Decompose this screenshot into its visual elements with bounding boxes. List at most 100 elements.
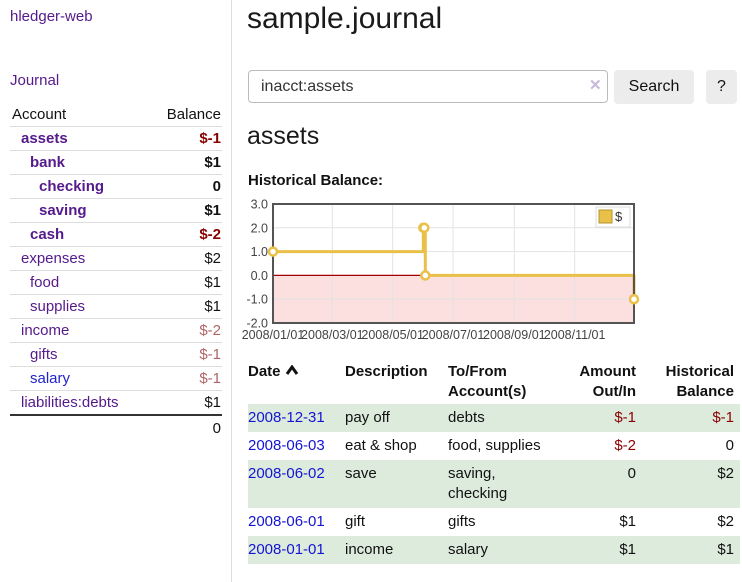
sidebar-account-link[interactable]: food bbox=[30, 274, 60, 291]
svg-text:3.0: 3.0 bbox=[251, 198, 268, 212]
sidebar-account-row: cash $-2 bbox=[10, 222, 222, 247]
account-balance: $-1 bbox=[199, 346, 221, 363]
sidebar-account-row: saving $1 bbox=[10, 198, 222, 223]
transaction-accounts: gifts bbox=[448, 513, 476, 530]
transaction-accounts: debts bbox=[448, 409, 485, 426]
sidebar-account-link[interactable]: assets bbox=[21, 130, 68, 147]
balance-column-header: Balance bbox=[166, 106, 221, 123]
search-button[interactable]: Search bbox=[614, 70, 694, 104]
transaction-description: gift bbox=[345, 513, 366, 530]
sidebar-account-row: income $-2 bbox=[10, 318, 222, 343]
svg-text:2008/09/01: 2008/09/01 bbox=[483, 328, 546, 342]
sidebar-account-link[interactable]: income bbox=[21, 322, 70, 339]
help-button[interactable]: ? bbox=[706, 70, 737, 104]
sidebar-account-row: expenses $2 bbox=[10, 246, 222, 271]
account-balance: $1 bbox=[204, 298, 221, 315]
sidebar: hledger-web Journal Account Balance asse… bbox=[0, 0, 232, 582]
svg-text:2008/11/01: 2008/11/01 bbox=[544, 328, 606, 342]
svg-text:2008/03/01: 2008/03/01 bbox=[301, 328, 364, 342]
sidebar-accounts-table: Account Balance assets $-1 bank $1 checking 0… bbox=[10, 102, 222, 441]
register-rows: 2008-12-31 pay off debts $-1 $-1 2008-06-03 ea… bbox=[248, 404, 740, 564]
account-balance: $1 bbox=[204, 274, 221, 291]
sidebar-account-link[interactable]: cash bbox=[30, 226, 65, 243]
account-balance: $-1 bbox=[199, 130, 221, 147]
register-column-header: Date bbox=[248, 360, 345, 404]
svg-text:2008/07/01: 2008/07/01 bbox=[422, 328, 485, 342]
sort-ascending-icon bbox=[285, 365, 298, 375]
account-balance: $-2 bbox=[199, 322, 221, 339]
register-column-header: Description bbox=[345, 363, 428, 380]
svg-text:$: $ bbox=[615, 209, 623, 224]
clear-search-icon[interactable]: ✕ bbox=[589, 77, 602, 94]
sidebar-account-row: gifts $-1 bbox=[10, 342, 222, 367]
transaction-amount: $1 bbox=[619, 541, 636, 558]
account-balance: $1 bbox=[204, 202, 221, 219]
transaction-description: eat & shop bbox=[345, 437, 417, 454]
balance-chart-svg: $3.0 2.0 1.0 0.0 -1.0 -2.02008/01/012008/03/0… bbox=[242, 198, 640, 342]
sidebar-total-value: 0 bbox=[212, 420, 221, 437]
transaction-amount: $1 bbox=[619, 513, 636, 530]
svg-text:2008/01/01: 2008/01/01 bbox=[242, 328, 305, 342]
account-balance: $-1 bbox=[199, 370, 221, 387]
account-balance: $2 bbox=[204, 250, 221, 267]
register-row: 2008-12-31 pay off debts $-1 $-1 bbox=[248, 404, 740, 432]
transaction-date-link[interactable]: 2008-12-31 bbox=[248, 409, 325, 426]
transaction-balance: $2 bbox=[717, 465, 734, 482]
sidebar-account-row: assets $-1 bbox=[10, 126, 222, 151]
register-column-header: To/From Account(s) bbox=[448, 363, 527, 400]
register-table-header: Date Description To/From Account(s) Amount Ou… bbox=[248, 360, 740, 404]
transaction-balance: $-1 bbox=[712, 409, 734, 426]
page-title: sample.journal bbox=[247, 2, 443, 35]
svg-text:-1.0: -1.0 bbox=[246, 293, 268, 307]
transaction-accounts: saving, checking bbox=[448, 465, 508, 502]
search-input[interactable] bbox=[248, 70, 608, 103]
sidebar-account-link[interactable]: bank bbox=[30, 154, 66, 171]
svg-text:2008/05/01: 2008/05/01 bbox=[361, 328, 424, 342]
register-row: 2008-06-01 gift gifts $1 $2 bbox=[248, 508, 740, 536]
sidebar-account-rows: assets $-1 bank $1 checking 0 saving $1 cash $-2 e… bbox=[10, 126, 222, 442]
transaction-date-link[interactable]: 2008-06-01 bbox=[248, 513, 325, 530]
register-row: 2008-06-02 save saving, checking 0 $2 bbox=[248, 460, 740, 508]
transaction-date-link[interactable]: 2008-01-01 bbox=[248, 541, 325, 558]
register-row: 2008-01-01 income salary $1 $1 bbox=[248, 536, 740, 564]
sidebar-account-link[interactable]: gifts bbox=[30, 346, 58, 363]
transaction-description: save bbox=[345, 465, 377, 482]
register-column-header: Historical Balance bbox=[665, 363, 734, 400]
transaction-accounts: salary bbox=[448, 541, 489, 558]
sidebar-item-journal[interactable]: Journal bbox=[10, 72, 60, 89]
account-page-title: assets bbox=[247, 122, 320, 150]
svg-text:-2.0: -2.0 bbox=[246, 317, 268, 331]
sidebar-account-row: checking 0 bbox=[10, 174, 222, 199]
transaction-description: income bbox=[345, 541, 394, 558]
account-balance: $1 bbox=[204, 394, 221, 411]
historical-balance-chart[interactable]: $3.0 2.0 1.0 0.0 -1.0 -2.0 2008/01/01 2008/03/0… bbox=[241, 196, 742, 346]
sidebar-account-row: supplies $1 bbox=[10, 294, 222, 319]
account-column-header: Account bbox=[12, 106, 67, 123]
app-brand-link[interactable]: hledger-web bbox=[10, 8, 93, 25]
sidebar-account-link[interactable]: expenses bbox=[21, 250, 86, 267]
register-column-header: Amount Out/In bbox=[579, 363, 636, 400]
sidebar-account-link[interactable]: checking bbox=[39, 178, 105, 195]
transaction-amount: 0 bbox=[627, 465, 636, 482]
account-balance: $-2 bbox=[199, 226, 221, 243]
sidebar-account-link[interactable]: salary bbox=[30, 370, 71, 387]
chart-heading: Historical Balance: bbox=[248, 172, 384, 189]
register-table: Date Description To/From Account(s) Amount Ou… bbox=[248, 360, 740, 564]
sidebar-account-row: bank $1 bbox=[10, 150, 222, 175]
sidebar-account-row: salary $-1 bbox=[10, 366, 222, 391]
sidebar-account-row: food $1 bbox=[10, 270, 222, 295]
transaction-amount: $-2 bbox=[614, 437, 636, 454]
transaction-balance: $2 bbox=[717, 513, 734, 530]
register-row: 2008-06-03 eat & shop food, supplies $-2 0 bbox=[248, 432, 740, 460]
transaction-date-link[interactable]: 2008-06-02 bbox=[248, 465, 325, 482]
sidebar-account-link[interactable]: supplies bbox=[30, 298, 86, 315]
account-balance: 0 bbox=[212, 178, 221, 195]
sidebar-account-row: liabilities:debts $1 bbox=[10, 390, 222, 416]
svg-text:2.0: 2.0 bbox=[251, 221, 268, 235]
transaction-date-link[interactable]: 2008-06-03 bbox=[248, 437, 325, 454]
svg-text:0.0: 0.0 bbox=[251, 269, 268, 283]
transaction-balance: 0 bbox=[725, 437, 734, 454]
sidebar-account-link[interactable]: saving bbox=[39, 202, 87, 219]
sidebar-account-link[interactable]: liabilities:debts bbox=[21, 394, 119, 411]
